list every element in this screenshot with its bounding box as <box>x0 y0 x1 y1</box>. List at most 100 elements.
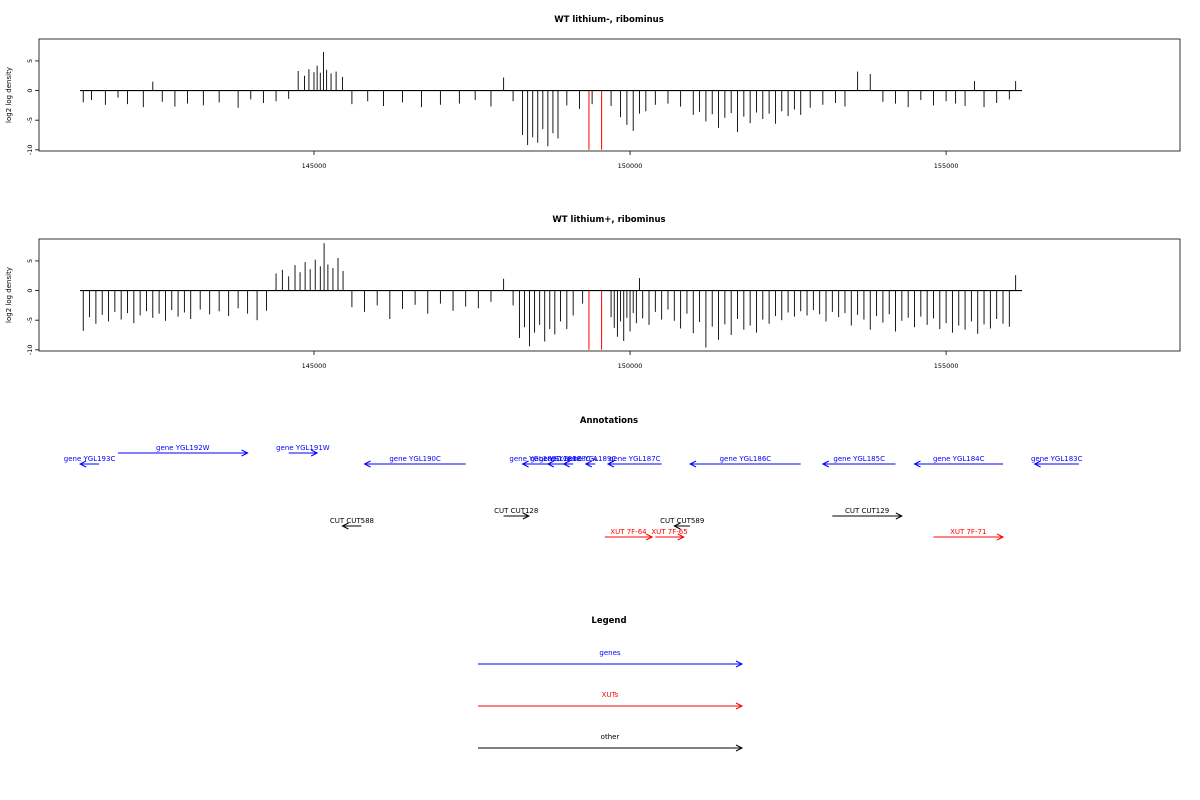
legend-label: XUTs <box>602 691 619 699</box>
x-tick-label: 155000 <box>934 362 959 370</box>
panel-1-y-axis-label: log2 log density <box>5 67 13 123</box>
annotation-label: gene YGL187C <box>609 455 661 463</box>
annotation-feature: CUT CUT588 <box>330 517 374 530</box>
legend-entries: genes XUTs other <box>478 649 744 752</box>
legend-entry: XUTs <box>478 691 744 710</box>
annotation-label: gene YGL193C <box>64 455 116 463</box>
annotation-arrow-head <box>688 460 697 468</box>
y-tick-label: -10 <box>26 345 34 356</box>
panel-wt-lithium-plus: WT lithium+, ribominus log2 log density … <box>5 215 1181 370</box>
annotation-feature: gene YGL188C <box>530 455 582 468</box>
annotation-label: gene YGL191W <box>276 444 330 452</box>
annotation-feature: gene YGL188C-A <box>539 455 598 468</box>
annotation-arrow-head <box>895 512 903 520</box>
annotation-label: gene YGL186C <box>720 455 772 463</box>
annotation-arrow-head <box>606 460 615 468</box>
annotation-feature: gene YGL183C <box>1031 455 1083 468</box>
panel-2-y-axis: 5 0 -5 -10 <box>26 259 39 355</box>
annotation-label: gene YGL184C <box>933 455 985 463</box>
annotation-arrow-head <box>546 460 555 468</box>
annotation-label: XUT 7F-64 <box>610 528 647 536</box>
annotation-feature: XUT 7F-65 <box>651 528 688 541</box>
annotation-arrow-head <box>1033 460 1041 468</box>
annotation-feature: gene YGL187C <box>606 455 662 468</box>
annotation-label: XUT 7F-65 <box>651 528 687 536</box>
annotation-label: CUT CUT128 <box>494 507 538 515</box>
annotation-label: gene YGL188C <box>530 455 582 463</box>
legend-entry: other <box>478 733 744 752</box>
annotation-arrow-head <box>562 460 570 468</box>
annotation-feature: XUT 7F-64 <box>604 528 654 541</box>
annotation-label: CUT CUT129 <box>845 507 889 515</box>
annotation-feature: gene YGL184C <box>913 455 1004 468</box>
legend-panel: Legend genes XUTs other <box>478 616 744 752</box>
annotations-title: Annotations <box>580 416 638 426</box>
annotation-label: gene YGL188C-A <box>539 455 598 463</box>
y-tick-label: -10 <box>26 145 34 156</box>
panel-2-plot-box <box>38 238 1181 352</box>
annotation-arrow-head <box>521 460 529 468</box>
annotation-feature: XUT 7F-71 <box>933 528 1005 541</box>
panel-1-plot-box <box>38 38 1181 152</box>
annotation-arrow-head <box>310 449 319 457</box>
annotation-feature: gene YGL189C <box>509 455 561 468</box>
legend-label: genes <box>599 649 620 657</box>
annotation-feature: gene YGL191W <box>276 444 330 457</box>
annotation-arrow-head <box>677 533 685 541</box>
annotation-label: gene YGL183C <box>1031 455 1083 463</box>
legend-arrow-head <box>735 702 744 710</box>
annotation-feature: gene YGL186C <box>688 455 801 468</box>
y-tick-label: -5 <box>26 117 34 123</box>
annotation-feature: CUT CUT589 <box>660 517 704 530</box>
annotation-feature: gene YGL185C <box>821 455 896 468</box>
annotation-label: gene YGL190C <box>389 455 441 463</box>
x-tick-label: 155000 <box>934 162 959 170</box>
y-tick-label: 5 <box>26 259 34 263</box>
panel-2-title: WT lithium+, ribominus <box>552 215 665 225</box>
y-tick-label: -5 <box>26 317 34 323</box>
annotation-label: XUT 7F-71 <box>950 528 986 536</box>
legend-label: other <box>601 733 620 741</box>
annotation-label: CUT CUT588 <box>330 517 374 525</box>
annotation-features: gene YGL193C gene YGL192W gene YGL191W gene… <box>64 444 1083 541</box>
y-tick-label: 5 <box>26 59 34 63</box>
annotation-arrow-head <box>341 522 349 530</box>
panel-2-y-axis-label: log2 log density <box>5 267 13 323</box>
legend-title: Legend <box>591 616 626 626</box>
annotation-feature: gene YGL193C <box>64 455 116 468</box>
annotation-arrow-head <box>584 460 593 468</box>
annotation-arrow-head <box>913 460 921 468</box>
annotation-arrow-head <box>241 449 249 457</box>
panel-1-x-axis: 145000 150000 155000 <box>302 151 959 170</box>
annotation-arrow-head <box>363 460 371 468</box>
annotation-arrow-head <box>78 460 87 468</box>
annotation-feature: CUT CUT128 <box>494 507 538 520</box>
annotation-label: gene YGL192W <box>156 444 210 452</box>
annotation-feature: gene YGL190C <box>363 455 466 468</box>
panel-2-bars <box>80 243 1022 350</box>
annotation-arrow-head <box>522 512 531 520</box>
x-tick-label: 150000 <box>618 362 643 370</box>
legend-entry: genes <box>478 649 744 668</box>
annotation-label: gene YGL185C <box>833 455 885 463</box>
annotation-label: gene YGL189C <box>565 455 617 463</box>
annotation-feature: CUT CUT129 <box>832 507 903 520</box>
panel-1-bars <box>80 52 1022 150</box>
panel-1-y-axis: 5 0 -5 -10 <box>26 59 39 155</box>
annotation-label: gene YGL189C <box>509 455 561 463</box>
panel-2-x-axis: 145000 150000 155000 <box>302 351 959 370</box>
x-tick-label: 150000 <box>618 162 643 170</box>
annotation-arrow-head <box>821 460 830 468</box>
y-tick-label: 0 <box>26 88 34 92</box>
annotation-feature: gene YGL192W <box>118 444 249 457</box>
annotation-arrow-head <box>673 522 681 530</box>
legend-arrow-head <box>735 744 744 752</box>
annotation-feature: gene YGL189C <box>565 455 617 468</box>
panel-1-title: WT lithium-, ribominus <box>554 15 664 25</box>
y-tick-label: 0 <box>26 288 34 292</box>
legend-arrow-head <box>735 660 744 668</box>
annotation-arrow-head <box>996 533 1005 541</box>
x-tick-label: 145000 <box>302 362 327 370</box>
